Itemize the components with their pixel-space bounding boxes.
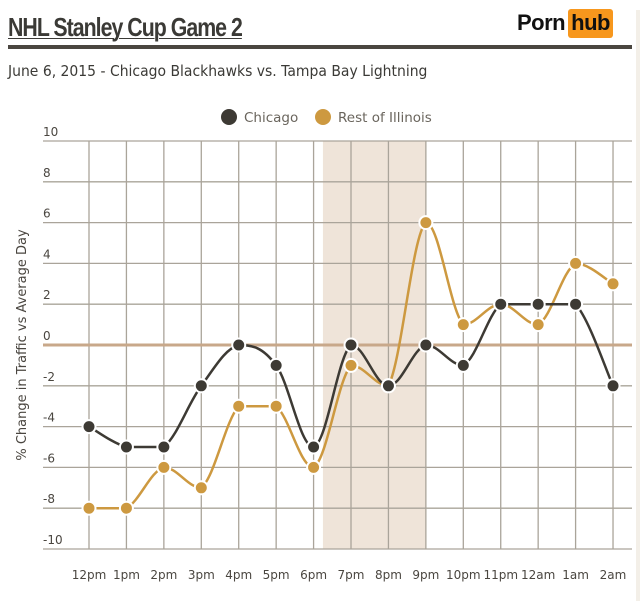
chart-series: [81, 215, 621, 516]
data-point[interactable]: [156, 439, 172, 455]
x-tick-label: 7pm: [338, 568, 365, 582]
chart-legend: Chicago Rest of Illinois: [221, 109, 432, 126]
x-tick-label: 12am: [521, 568, 555, 582]
x-tick-label: 9pm: [412, 568, 439, 582]
logo-text-part1: Porn: [517, 10, 566, 35]
legend-marker-icon: [315, 109, 331, 125]
data-point[interactable]: [343, 357, 359, 373]
y-tick-label: 10: [43, 125, 58, 139]
legend-label: Rest of Illinois: [338, 110, 432, 126]
x-tick-label: 2am: [600, 568, 627, 582]
data-point[interactable]: [231, 337, 247, 353]
data-point[interactable]: [306, 459, 322, 475]
y-axis-label: % Change in Traffic vs Average Day: [15, 229, 30, 461]
x-tick-label: 1pm: [113, 568, 140, 582]
x-tick-label: 11pm: [483, 568, 518, 582]
data-point[interactable]: [81, 500, 97, 516]
y-tick-label: 2: [43, 288, 51, 302]
data-point[interactable]: [530, 296, 546, 312]
data-point[interactable]: [568, 255, 584, 271]
data-point[interactable]: [418, 337, 434, 353]
legend-item[interactable]: Chicago: [221, 109, 298, 126]
x-tick-label: 1am: [562, 568, 589, 582]
x-tick-label: 6pm: [300, 568, 327, 582]
data-point[interactable]: [380, 378, 396, 394]
y-tick-label: -4: [43, 411, 55, 425]
page-title: NHL Stanley Cup Game 2: [8, 12, 243, 42]
data-point[interactable]: [605, 378, 621, 394]
data-point[interactable]: [493, 296, 509, 312]
x-tick-label: 2pm: [150, 568, 177, 582]
data-point[interactable]: [306, 439, 322, 455]
legend-marker-icon: [221, 109, 237, 125]
y-tick-label: 0: [43, 329, 51, 343]
data-point[interactable]: [81, 419, 97, 435]
x-tick-label: 3pm: [188, 568, 215, 582]
y-tick-label: -8: [43, 492, 55, 506]
y-tick-label: -6: [43, 451, 55, 465]
y-tick-label: -2: [43, 370, 55, 384]
data-point[interactable]: [455, 357, 471, 373]
x-tick-label: 10pm: [446, 568, 481, 582]
data-point[interactable]: [118, 439, 134, 455]
x-axis-ticks: 12pm 1pm 2pm 3pm 4pm 5pm 6pm 7pm 8pm 9pm 10pm 11pm 1…: [72, 568, 627, 582]
x-tick-label: 12pm: [72, 568, 107, 582]
y-tick-label: 8: [43, 166, 51, 180]
data-point[interactable]: [156, 459, 172, 475]
data-point[interactable]: [530, 317, 546, 333]
y-tick-label: -10: [43, 533, 63, 547]
data-point[interactable]: [343, 337, 359, 353]
data-point[interactable]: [118, 500, 134, 516]
x-tick-label: 4pm: [225, 568, 252, 582]
y-tick-label: 4: [43, 247, 51, 261]
legend-item[interactable]: Rest of Illinois: [315, 109, 432, 126]
x-tick-label: 5pm: [263, 568, 290, 582]
logo-text-part2: hub: [568, 8, 613, 38]
series-chicago: [81, 296, 621, 455]
frame-border: [636, 10, 640, 601]
data-point[interactable]: [193, 378, 209, 394]
title-divider: [8, 45, 632, 49]
data-point[interactable]: [455, 317, 471, 333]
page-subtitle: June 6, 2015 - Chicago Blackhawks vs. Ta…: [8, 62, 428, 80]
data-point[interactable]: [231, 398, 247, 414]
logo: Porn hub: [517, 7, 613, 39]
legend-label: Chicago: [244, 110, 298, 126]
y-axis-ticks: 10 8 6 4 2 0 -2 -4 -6 -8 -10: [43, 125, 63, 547]
data-point[interactable]: [193, 480, 209, 496]
x-tick-label: 8pm: [375, 568, 402, 582]
data-point[interactable]: [268, 357, 284, 373]
data-point[interactable]: [268, 398, 284, 414]
y-tick-label: 6: [43, 207, 51, 221]
data-point[interactable]: [605, 276, 621, 292]
data-point[interactable]: [568, 296, 584, 312]
data-point[interactable]: [418, 215, 434, 231]
